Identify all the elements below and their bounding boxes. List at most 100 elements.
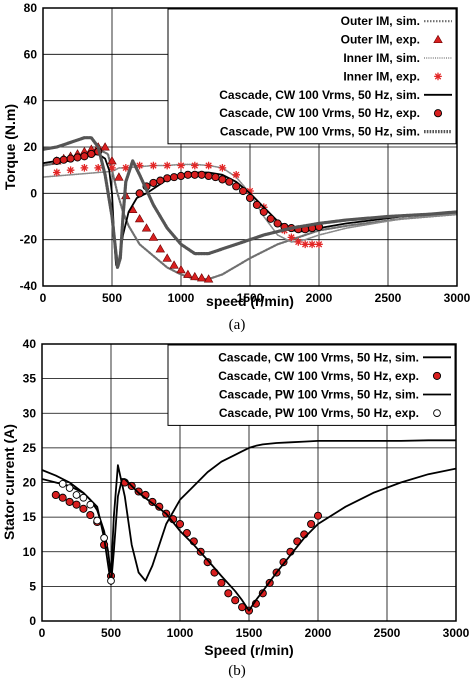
x-tick-label: 3000: [443, 626, 470, 640]
legend-label: Outer IM, sim.: [341, 14, 420, 28]
legend-label: Cascade, CW 100 Vrms, 50 Hz, exp.: [219, 106, 420, 120]
data-point-s2: [217, 578, 226, 587]
x-tick-label: 1000: [168, 291, 195, 305]
y-tick-label: 30: [23, 406, 37, 420]
data-point-s4: [287, 233, 296, 242]
legend-b: Cascade, CW 100 Vrms, 50 Hz, sim. Cascade…: [167, 344, 456, 426]
data-point-s2: [155, 244, 166, 253]
y-tick-label: 40: [23, 337, 37, 351]
data-point-s2: [58, 493, 67, 502]
x-tick-label: 2000: [306, 291, 333, 305]
chart-b: 0 500 1000 1500 2000 2500 3000 0 5 10 15 20 25 30 35 40…: [1, 337, 470, 679]
data-point-s6: [80, 152, 89, 161]
data-point-s4: [191, 161, 199, 170]
data-point-s2: [65, 497, 74, 506]
series-layer-a: [43, 136, 457, 283]
data-point-s6: [66, 154, 75, 163]
legend-swatch: [433, 409, 441, 417]
data-point-s4: [100, 534, 108, 542]
x-tick-label: 1000: [167, 626, 194, 640]
data-point-s4: [107, 576, 115, 585]
data-point-s4: [135, 161, 144, 170]
data-point-s6: [225, 177, 234, 186]
y-tick-label: 20: [24, 140, 38, 154]
data-point-s4: [204, 161, 213, 170]
legend-label: Inner IM, exp.: [343, 69, 420, 83]
series-line-3: [43, 163, 457, 243]
data-point-s4: [315, 240, 323, 249]
y-tick-label: 0: [30, 186, 37, 200]
x-tick-label: 2000: [305, 626, 332, 640]
legend-swatch: [432, 371, 442, 380]
data-point-s2: [148, 232, 159, 241]
x-tick-label: 500: [101, 626, 121, 640]
y-tick-label: 25: [23, 441, 37, 455]
legend-box: [167, 8, 457, 145]
data-point-s6: [211, 173, 220, 182]
data-point-s6: [87, 149, 96, 158]
data-point-s6: [135, 189, 144, 198]
data-point-s4: [294, 238, 303, 246]
y-tick-label: 20: [23, 476, 37, 490]
y-tick-label: 80: [24, 1, 38, 15]
data-point-s4: [65, 484, 74, 492]
series-line-3: [42, 467, 456, 612]
legend-box: [167, 344, 456, 426]
data-point-s2: [176, 264, 186, 274]
data-point-s4: [79, 493, 88, 502]
legend-label: Cascade, CW 100 Vrms, 50 Hz, exp.: [218, 369, 419, 383]
data-point-s2: [196, 273, 207, 282]
x-tick-label: 0: [39, 626, 46, 640]
data-point-s6: [52, 156, 61, 165]
y-axis-label-a: Torque (N.m): [2, 104, 18, 190]
plot-frame-b: [41, 343, 457, 622]
x-tick-label: 500: [102, 291, 122, 305]
data-point-s6: [218, 175, 227, 184]
data-point-s4: [301, 240, 309, 249]
ticks-b: 0 500 1000 1500 2000 2500 3000 0 5 10 15 20 25 30 35 40: [23, 337, 470, 640]
data-point-s4: [108, 164, 116, 172]
legend-label: Inner IM, sim.: [343, 51, 420, 65]
data-point-s4: [66, 166, 75, 174]
y-tick-label: 60: [24, 47, 38, 61]
data-point-s6: [273, 219, 282, 228]
data-point-s2: [175, 520, 185, 529]
data-point-s4: [58, 480, 67, 488]
data-point-s4: [232, 171, 240, 179]
data-point-s6: [170, 173, 179, 182]
y-tick-label: 40: [24, 94, 38, 108]
legend-label: Cascade, CW 100 Vrms, 50 Hz, sim.: [219, 88, 420, 102]
data-point-s2: [203, 558, 212, 567]
data-point-s2: [307, 520, 316, 529]
x-tick-label: 2500: [374, 626, 401, 640]
data-point-s2: [72, 500, 81, 509]
data-point-s6: [204, 171, 213, 181]
y-tick-label: -20: [20, 233, 38, 247]
x-tick-label: 0: [40, 291, 47, 305]
data-point-s4: [72, 491, 81, 499]
legend-swatch: [433, 109, 443, 118]
data-point-s4: [86, 500, 95, 509]
x-tick-label: 1500: [237, 291, 264, 305]
data-point-s6: [149, 178, 158, 187]
y-tick-label: -40: [20, 279, 38, 293]
x-axis-label-a: speed (r/min): [206, 293, 294, 309]
legend-label: Cascade, CW 100 Vrms, 50 Hz, sim.: [218, 350, 419, 364]
data-point-s4: [308, 240, 316, 249]
panel-label-a: (a): [229, 317, 246, 333]
data-point-s2: [134, 214, 145, 223]
chart-a: 0 500 1000 1500 2000 2500 3000-40-20020406080 …: [2, 1, 471, 333]
data-point-s4: [94, 164, 102, 172]
data-point-s4: [122, 164, 130, 172]
data-point-s6: [163, 174, 172, 183]
y-tick-label: 35: [23, 372, 37, 386]
data-point-s6: [176, 171, 186, 181]
series-line-7: [43, 136, 457, 270]
data-point-s2: [162, 253, 172, 262]
data-point-s6: [59, 155, 68, 164]
data-point-s6: [190, 170, 199, 179]
ticks-a: 0 500 1000 1500 2000 2500 3000 -40 -20 0 20 40 60 80: [20, 1, 471, 305]
data-point-s2: [86, 510, 95, 520]
legend-label: Outer IM, exp.: [341, 33, 420, 47]
data-point-s6: [252, 200, 261, 209]
